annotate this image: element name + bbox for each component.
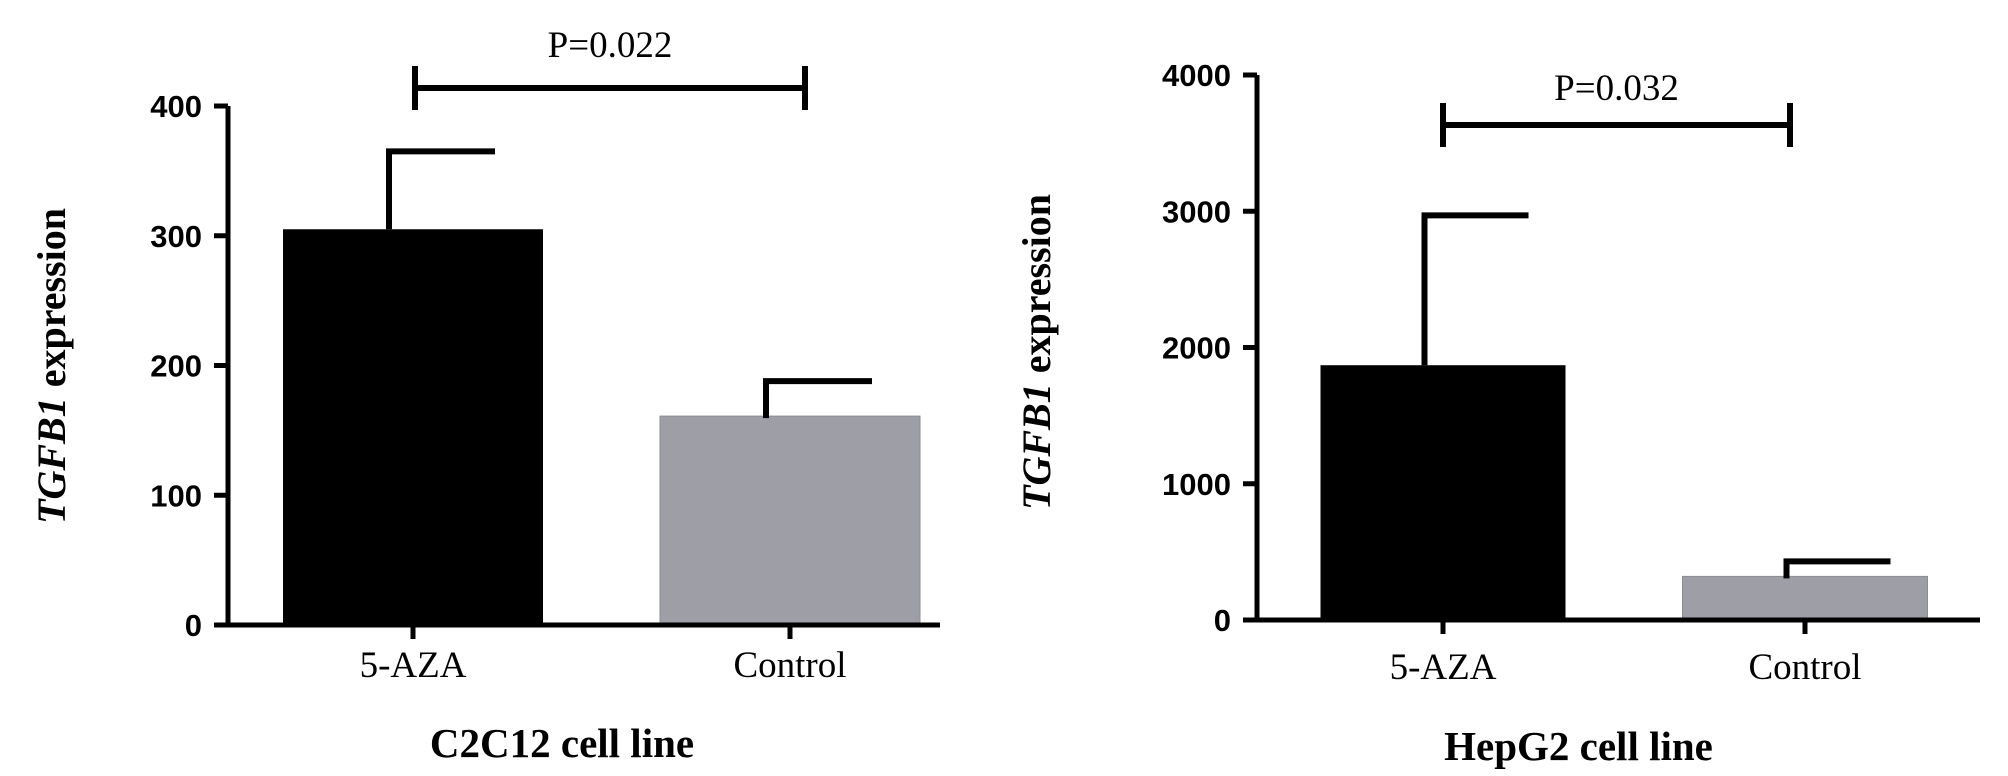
y-axis-title-gene: TGFB1 [29, 397, 74, 524]
y-tick-label: 0 [1214, 603, 1231, 638]
chart-hepg2: 0 1000 2000 3000 4000 5-AZA Control HepG2 cell … [1014, 58, 1980, 769]
y-axis-title-suffix: expression [1014, 194, 1059, 383]
y-tick-label: 2000 [1162, 331, 1231, 366]
p-value-label: P=0.022 [548, 25, 673, 66]
y-tick-label: 4000 [1162, 58, 1231, 93]
chart-c2c12: 0 100 200 300 400 5-AZA Control C2C12 cell line… [29, 25, 940, 766]
y-tick-label: 100 [150, 478, 202, 513]
y-axis-title-gene: TGFB1 [1014, 383, 1059, 510]
y-tick-label: 200 [150, 349, 202, 384]
bar-control [1682, 575, 1928, 621]
y-tick-label: 0 [185, 608, 202, 643]
y-tick-label: 3000 [1162, 194, 1231, 229]
bar-control [659, 415, 921, 626]
y-axis-title: TGFB1 expression [1014, 194, 1059, 510]
x-tick-label: Control [1748, 647, 1861, 688]
x-tick-label: Control [733, 645, 846, 686]
bar-5-aza [1320, 365, 1566, 620]
y-tick-label: 1000 [1162, 467, 1231, 502]
y-tick-label: 300 [150, 219, 202, 254]
p-value-label: P=0.032 [1554, 68, 1679, 109]
x-tick-label: 5-AZA [1390, 647, 1497, 688]
y-axis-title: TGFB1 expression [29, 208, 74, 524]
bar-5-aza [283, 229, 543, 625]
x-axis-title: C2C12 cell line [430, 720, 694, 766]
y-tick-label: 400 [150, 89, 202, 124]
y-axis-title-suffix: expression [29, 208, 74, 397]
x-tick-label: 5-AZA [360, 645, 467, 686]
x-axis-title: HepG2 cell line [1444, 723, 1713, 769]
